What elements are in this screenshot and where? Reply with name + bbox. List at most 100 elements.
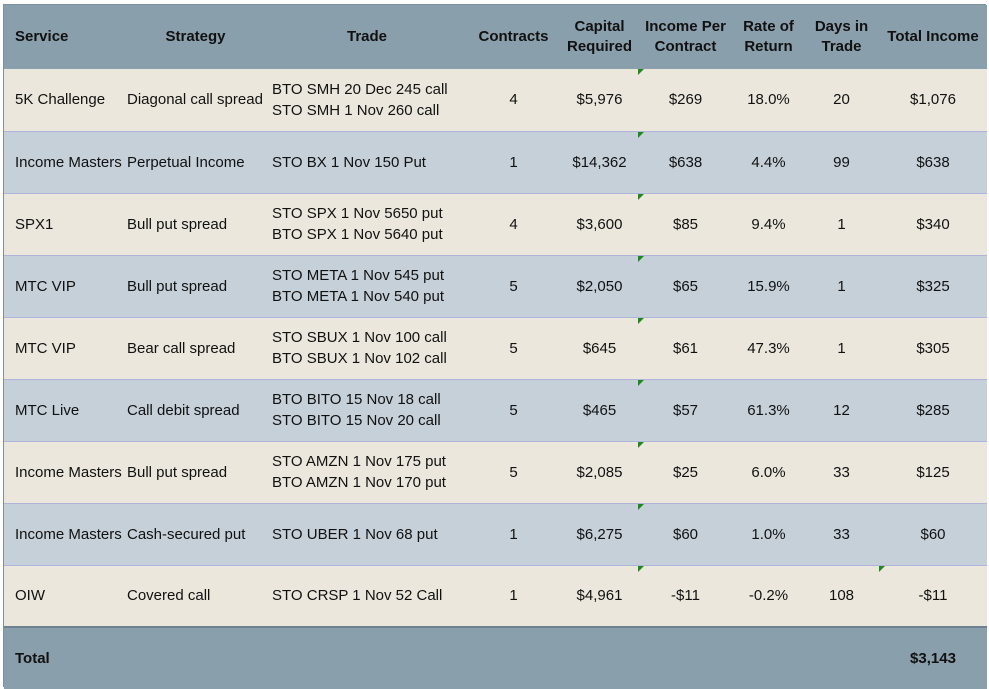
days-in-trade-cell: 20 [833, 91, 850, 109]
rate-of-return-cell: -0.2% [748, 587, 789, 605]
contracts-cell: 5 [509, 401, 518, 419]
comment-marker-icon[interactable] [638, 317, 644, 324]
header-trade: Trade [346, 28, 388, 45]
header-row: Service Strategy Trade Contracts Capital… [4, 5, 987, 69]
header-rate-of-return: Rate of Return [743, 18, 794, 55]
trade-leg-1: STO META 1 Nov 545 put [272, 267, 445, 284]
trade-cell: STO UBER 1 Nov 68 put [268, 503, 466, 565]
service-cell: Income Masters [15, 153, 122, 171]
trade-leg-2: BTO SBUX 1 Nov 102 call [272, 350, 447, 367]
table-row: Income Masters Bull put spread STO AMZN 1 … [4, 441, 987, 503]
total-income-cell: $1,076 [910, 91, 956, 109]
strategy-cell: Cash-secured put [127, 525, 246, 543]
capital-cell: $645 [582, 339, 617, 357]
income-table-container: Service Strategy Trade Contracts Capital… [3, 4, 987, 689]
table-row: MTC VIP Bull put spread STO META 1 Nov 545… [4, 255, 987, 317]
trade-leg-1: STO SBUX 1 Nov 100 call [272, 329, 447, 346]
service-cell: MTC VIP [15, 277, 76, 295]
capital-cell: $6,275 [576, 525, 623, 543]
service-cell: Income Masters [15, 463, 122, 481]
table-row: MTC Live Call debit spread BTO BITO 15 Nov… [4, 379, 987, 441]
trade-cell: STO META 1 Nov 545 put BTO META 1 Nov 540… [268, 255, 466, 317]
trade-cell: BTO SMH 20 Dec 245 call STO SMH 1 Nov 260… [268, 69, 466, 131]
comment-marker-icon[interactable] [638, 255, 644, 262]
income-per-contract-cell: -$11 [638, 565, 733, 627]
rate-of-return-cell: 4.4% [751, 153, 786, 171]
strategy-cell: Perpetual Income [127, 153, 245, 171]
rate-of-return-cell: 6.0% [751, 463, 786, 481]
total-income-cell: -$11 [879, 565, 987, 627]
total-value: $3,143 [910, 650, 956, 667]
days-in-trade-cell: 108 [828, 587, 855, 605]
days-in-trade-cell: 1 [837, 215, 846, 233]
header-income-per-contract: Income Per Contract [645, 18, 726, 55]
table-body: 5K Challenge Diagonal call spread BTO SMH … [4, 69, 987, 627]
comment-marker-icon[interactable] [879, 565, 885, 572]
table-row: Income Masters Cash-secured put STO UBER 1… [4, 503, 987, 565]
days-in-trade-cell: 1 [837, 277, 846, 295]
days-in-trade-cell: 12 [833, 401, 850, 419]
comment-marker-icon[interactable] [638, 503, 644, 510]
income-per-contract-cell: $60 [638, 503, 733, 565]
capital-cell: $2,085 [576, 463, 623, 481]
comment-marker-icon[interactable] [638, 69, 644, 75]
comment-marker-icon[interactable] [638, 131, 644, 138]
comment-marker-icon[interactable] [638, 379, 644, 386]
rate-of-return-cell: 61.3% [747, 401, 790, 419]
capital-cell: $2,050 [576, 277, 623, 295]
trade-leg-1: STO UBER 1 Nov 68 put [272, 525, 438, 543]
trade-leg-1: STO AMZN 1 Nov 175 put [272, 453, 446, 470]
comment-marker-icon[interactable] [638, 193, 644, 200]
service-cell: MTC VIP [15, 339, 76, 357]
header-days-in-trade: Days in Trade [814, 18, 869, 55]
header-service: Service [15, 28, 69, 45]
trade-cell: STO SPX 1 Nov 5650 put BTO SPX 1 Nov 5640… [268, 193, 466, 255]
capital-cell: $14,362 [572, 153, 627, 171]
rate-of-return-cell: 15.9% [747, 277, 790, 295]
rate-of-return-cell: 1.0% [751, 525, 786, 543]
capital-cell: $465 [582, 401, 617, 419]
days-in-trade-cell: 33 [833, 525, 850, 543]
trade-cell: STO BX 1 Nov 150 Put [268, 131, 466, 193]
total-row: Total $3,143 [4, 627, 987, 689]
days-in-trade-cell: 1 [837, 339, 846, 357]
table-row: SPX1 Bull put spread STO SPX 1 Nov 5650 pu… [4, 193, 987, 255]
contracts-cell: 1 [509, 587, 518, 605]
income-per-contract-cell: $61 [638, 317, 733, 379]
strategy-cell: Bull put spread [127, 463, 228, 481]
capital-cell: $4,961 [576, 587, 623, 605]
comment-marker-icon[interactable] [638, 441, 644, 448]
table-row: 5K Challenge Diagonal call spread BTO SMH … [4, 69, 987, 131]
strategy-cell: Diagonal call spread [127, 91, 263, 109]
trade-leg-2: BTO AMZN 1 Nov 170 put [272, 474, 446, 491]
trade-leg-1: BTO SMH 20 Dec 245 call [272, 80, 448, 98]
strategy-cell: Bear call spread [127, 339, 236, 357]
income-table: Service Strategy Trade Contracts Capital… [4, 5, 987, 689]
capital-cell: $3,600 [576, 215, 623, 233]
service-cell: 5K Challenge [15, 91, 106, 109]
income-per-contract-cell: $638 [638, 131, 733, 193]
trade-leg-2: STO SMH 1 Nov 260 call [272, 101, 440, 119]
income-per-contract-cell: $269 [638, 69, 733, 131]
rate-of-return-cell: 47.3% [747, 339, 790, 357]
total-income-cell: $638 [916, 153, 950, 171]
table-row: MTC VIP Bear call spread STO SBUX 1 Nov 10… [4, 317, 987, 379]
total-label: Total [15, 650, 50, 667]
service-cell: Income Masters [15, 525, 122, 543]
trade-leg-2: STO BITO 15 Nov 20 call [272, 412, 441, 429]
header-strategy: Strategy [165, 28, 226, 45]
service-cell: OIW [15, 587, 45, 605]
trade-leg-2: BTO SPX 1 Nov 5640 put [272, 226, 443, 243]
header-total-income: Total Income [887, 28, 979, 45]
service-cell: MTC Live [15, 401, 80, 419]
days-in-trade-cell: 33 [833, 463, 850, 481]
income-per-contract-cell: $57 [638, 379, 733, 441]
comment-marker-icon[interactable] [638, 565, 644, 572]
contracts-cell: 4 [509, 91, 518, 109]
strategy-cell: Call debit spread [127, 401, 240, 419]
total-income-cell: $305 [916, 339, 950, 357]
header-capital-required: Capital Required [566, 18, 632, 55]
contracts-cell: 4 [509, 215, 518, 233]
trade-cell: BTO BITO 15 Nov 18 call STO BITO 15 Nov 2… [268, 379, 466, 441]
trade-cell: STO AMZN 1 Nov 175 put BTO AMZN 1 Nov 170… [268, 441, 466, 503]
